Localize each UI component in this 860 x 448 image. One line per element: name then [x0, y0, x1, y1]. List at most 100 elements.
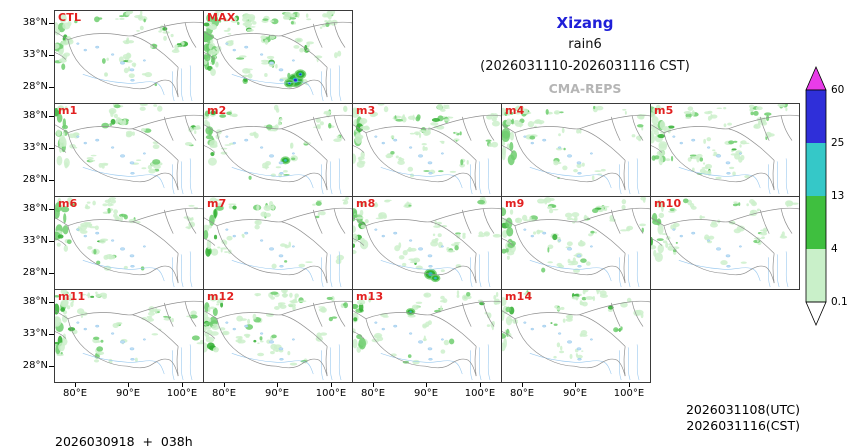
colorbar-segment-25-60 [806, 90, 826, 143]
lon-tick [480, 383, 481, 387]
title-period: (2026031110-2026031116 CST) [480, 59, 690, 74]
lon-tick [224, 383, 225, 387]
colorbar-over-arrow [805, 65, 827, 91]
panel-label: MAX [207, 11, 236, 24]
colorbar-segment-13-25 [806, 143, 826, 196]
panel-map [353, 197, 501, 288]
lat-tick [49, 116, 54, 117]
title-block: Xizang rain6 (2026031110-2026031116 CST)… [430, 12, 740, 100]
lat-tick-label: 33°N [22, 49, 48, 60]
panel-map [353, 104, 501, 195]
colorbar-level-label: 60 [831, 84, 844, 96]
lat-tick-label: 28°N [22, 81, 48, 92]
panel-m5: m5 [650, 103, 800, 197]
lat-tick [49, 209, 54, 210]
lon-tick-label: 80°E [360, 388, 386, 399]
lat-tick [49, 241, 54, 242]
panel-m1: m1 [54, 103, 204, 197]
title-region: Xizang [556, 14, 614, 32]
lat-tick-label: 28°N [22, 360, 48, 371]
colorbar-under-arrow [805, 301, 827, 327]
panel-m2: m2 [203, 103, 353, 197]
title-model: CMA-REPS [548, 81, 622, 96]
colorbar-level-label: 13 [831, 190, 844, 202]
lon-tick [522, 383, 523, 387]
panel-label: m13 [356, 290, 384, 303]
panel-m10: m10 [650, 196, 800, 290]
lat-tick [49, 334, 54, 335]
lat-tick-label: 33°N [22, 328, 48, 339]
colorbar-segment-0.1-4 [806, 249, 826, 302]
title-variable: rain6 [568, 37, 602, 52]
panel-map [55, 197, 203, 288]
lon-tick [575, 383, 576, 387]
panel-m8: m8 [352, 196, 502, 290]
lat-tick [49, 148, 54, 149]
lon-tick [331, 383, 332, 387]
panel-map [55, 104, 203, 195]
panel-map [204, 197, 352, 288]
lon-tick-label: 80°E [509, 388, 535, 399]
panel-m12: m12 [203, 289, 353, 383]
panel-map [502, 290, 650, 381]
lat-tick [49, 273, 54, 274]
panel-map [204, 104, 352, 195]
panel-label: m10 [654, 197, 682, 210]
lat-tick-label: 28°N [22, 174, 48, 185]
panel-m13: m13 [352, 289, 502, 383]
panel-label: m14 [505, 290, 533, 303]
panel-label: m1 [58, 104, 78, 117]
lon-tick-label: 100°E [464, 388, 496, 399]
lon-tick [128, 383, 129, 387]
panel-label: m12 [207, 290, 235, 303]
panel-map [353, 290, 501, 381]
panel-m11: m11 [54, 289, 204, 383]
panel-MAX: MAX [203, 10, 353, 104]
colorbar-svg: 60 25 13 4 0.1 [805, 65, 848, 327]
lat-tick [49, 302, 54, 303]
panel-label: m2 [207, 104, 227, 117]
panel-label: m9 [505, 197, 525, 210]
lon-tick-label: 90°E [264, 388, 290, 399]
panel-map [55, 290, 203, 381]
lon-tick [277, 383, 278, 387]
footer-valid-line1: 2026031108(UTC) [685, 402, 800, 417]
lon-tick-label: 80°E [211, 388, 237, 399]
lat-tick [49, 87, 54, 88]
panel-label: CTL [58, 11, 82, 24]
lon-tick-label: 90°E [413, 388, 439, 399]
lat-tick-label: 33°N [22, 235, 48, 246]
lat-tick-label: 33°N [22, 142, 48, 153]
panel-m3: m3 [352, 103, 502, 197]
panel-label: m6 [58, 197, 78, 210]
footer-valid-line2: 2026031116(CST) [686, 418, 800, 433]
footer-valid: 2026031108(UTC) 2026031116(CST) [590, 402, 800, 434]
panel-m9: m9 [501, 196, 651, 290]
colorbar: 60 25 13 4 0.1 [804, 58, 854, 352]
lon-tick [629, 383, 630, 387]
footer-init-line1: 2026030918 + 038h [55, 434, 193, 448]
colorbar-level-label: 4 [831, 243, 838, 255]
lat-tick [49, 366, 54, 367]
lon-tick [426, 383, 427, 387]
panel-map [204, 11, 352, 102]
footer-init: 2026030918 + 038h 2026031002 + 038h [55, 402, 193, 448]
panel-label: m5 [654, 104, 674, 117]
panel-CTL: CTL [54, 10, 204, 104]
panel-map [502, 197, 650, 288]
panel-m14: m14 [501, 289, 651, 383]
lon-tick [182, 383, 183, 387]
lat-tick-label: 38°N [22, 296, 48, 307]
lon-tick [373, 383, 374, 387]
lon-tick-label: 100°E [166, 388, 198, 399]
panel-m7: m7 [203, 196, 353, 290]
lon-tick-label: 100°E [613, 388, 645, 399]
panel-label: m7 [207, 197, 227, 210]
panel-map [502, 105, 650, 195]
lon-tick [75, 383, 76, 387]
lat-tick [49, 55, 54, 56]
panel-label: m8 [356, 197, 376, 210]
panel-label: m3 [356, 104, 376, 117]
panel-map [651, 198, 799, 288]
